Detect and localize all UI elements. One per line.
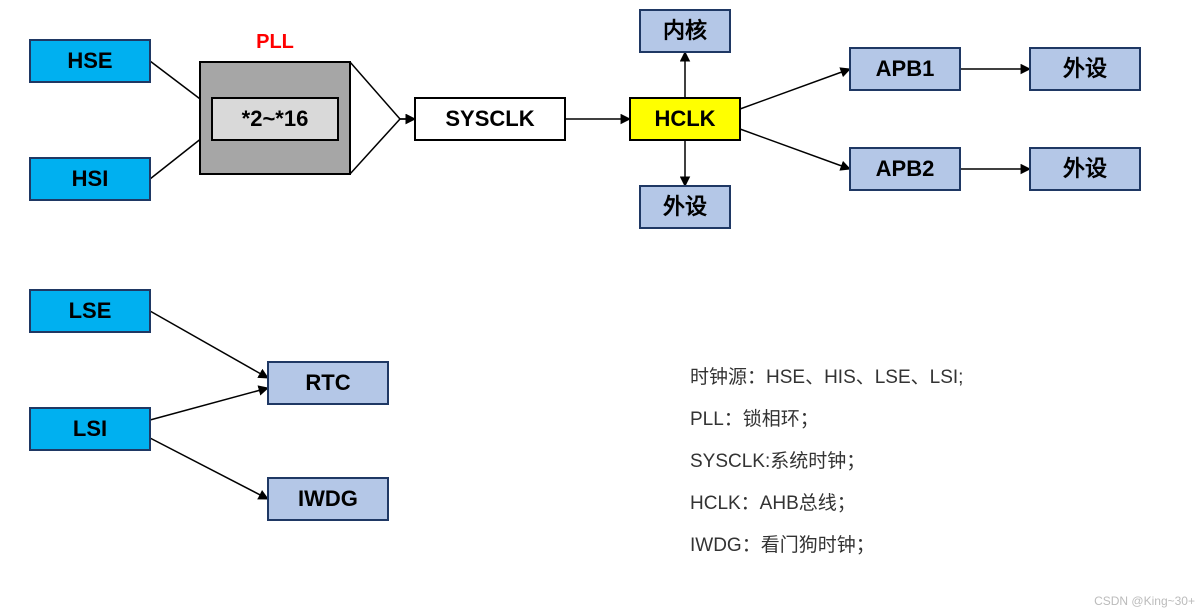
node-hclk: HCLK <box>630 98 740 140</box>
nodes-layer: *2~*16PLLHSEHSISYSCLKHCLK内核外设APB1APB2外设外… <box>30 10 1140 520</box>
node-pllInner-label: *2~*16 <box>242 106 309 131</box>
node-apb1-label: APB1 <box>876 56 935 81</box>
node-apb1: APB1 <box>850 48 960 90</box>
watermark: CSDN @King~30+ <box>1094 594 1195 608</box>
node-periph2-label: 外设 <box>1063 156 1107 181</box>
edge-pllOuter-sysclk <box>350 62 415 119</box>
node-periphV-label: 外设 <box>663 194 707 219</box>
node-rtc: RTC <box>268 362 388 404</box>
node-hse: HSE <box>30 40 150 82</box>
notes: 时钟源：HSE、HIS、LSE、LSI; PLL：锁相环； SYSCLK:系统时钟；… <box>690 366 963 556</box>
node-periph1-label: 外设 <box>1063 56 1107 81</box>
node-hclk-label: HCLK <box>654 106 715 131</box>
node-lsi-label: LSI <box>73 416 107 441</box>
node-lsi: LSI <box>30 408 150 450</box>
node-core-label: 内核 <box>663 18 707 43</box>
node-sysclk-label: SYSCLK <box>445 106 534 131</box>
node-iwdg-label: IWDG <box>298 486 358 511</box>
node-periphV: 外设 <box>640 186 730 228</box>
edge-hclk-apb1 <box>740 69 850 109</box>
note-line-2: SYSCLK:系统时钟； <box>690 450 865 472</box>
node-apb2: APB2 <box>850 148 960 190</box>
edge-pllOuter-sysclk <box>350 119 415 174</box>
note-line-3: HCLK：AHB总线； <box>690 492 856 514</box>
node-lse-label: LSE <box>69 298 112 323</box>
node-hsi: HSI <box>30 158 150 200</box>
note-line-1: PLL：锁相环； <box>690 408 819 430</box>
edge-lse-rtc <box>150 311 268 378</box>
node-core: 内核 <box>640 10 730 52</box>
edge-lsi-rtc <box>150 388 268 420</box>
node-sysclk: SYSCLK <box>415 98 565 140</box>
node-periph1: 外设 <box>1030 48 1140 90</box>
edge-hclk-apb2 <box>740 129 850 169</box>
note-line-0: 时钟源：HSE、HIS、LSE、LSI; <box>690 366 963 388</box>
node-periph2: 外设 <box>1030 148 1140 190</box>
node-rtc-label: RTC <box>305 370 350 395</box>
pll-label: PLL <box>256 31 294 53</box>
node-hsi-label: HSI <box>72 166 109 191</box>
node-pllInner: *2~*16 <box>212 98 338 140</box>
edge-lsi-iwdg <box>150 438 268 499</box>
note-line-4: IWDG：看门狗时钟； <box>690 534 875 556</box>
node-iwdg: IWDG <box>268 478 388 520</box>
node-hse-label: HSE <box>67 48 112 73</box>
node-apb2-label: APB2 <box>876 156 935 181</box>
node-lse: LSE <box>30 290 150 332</box>
